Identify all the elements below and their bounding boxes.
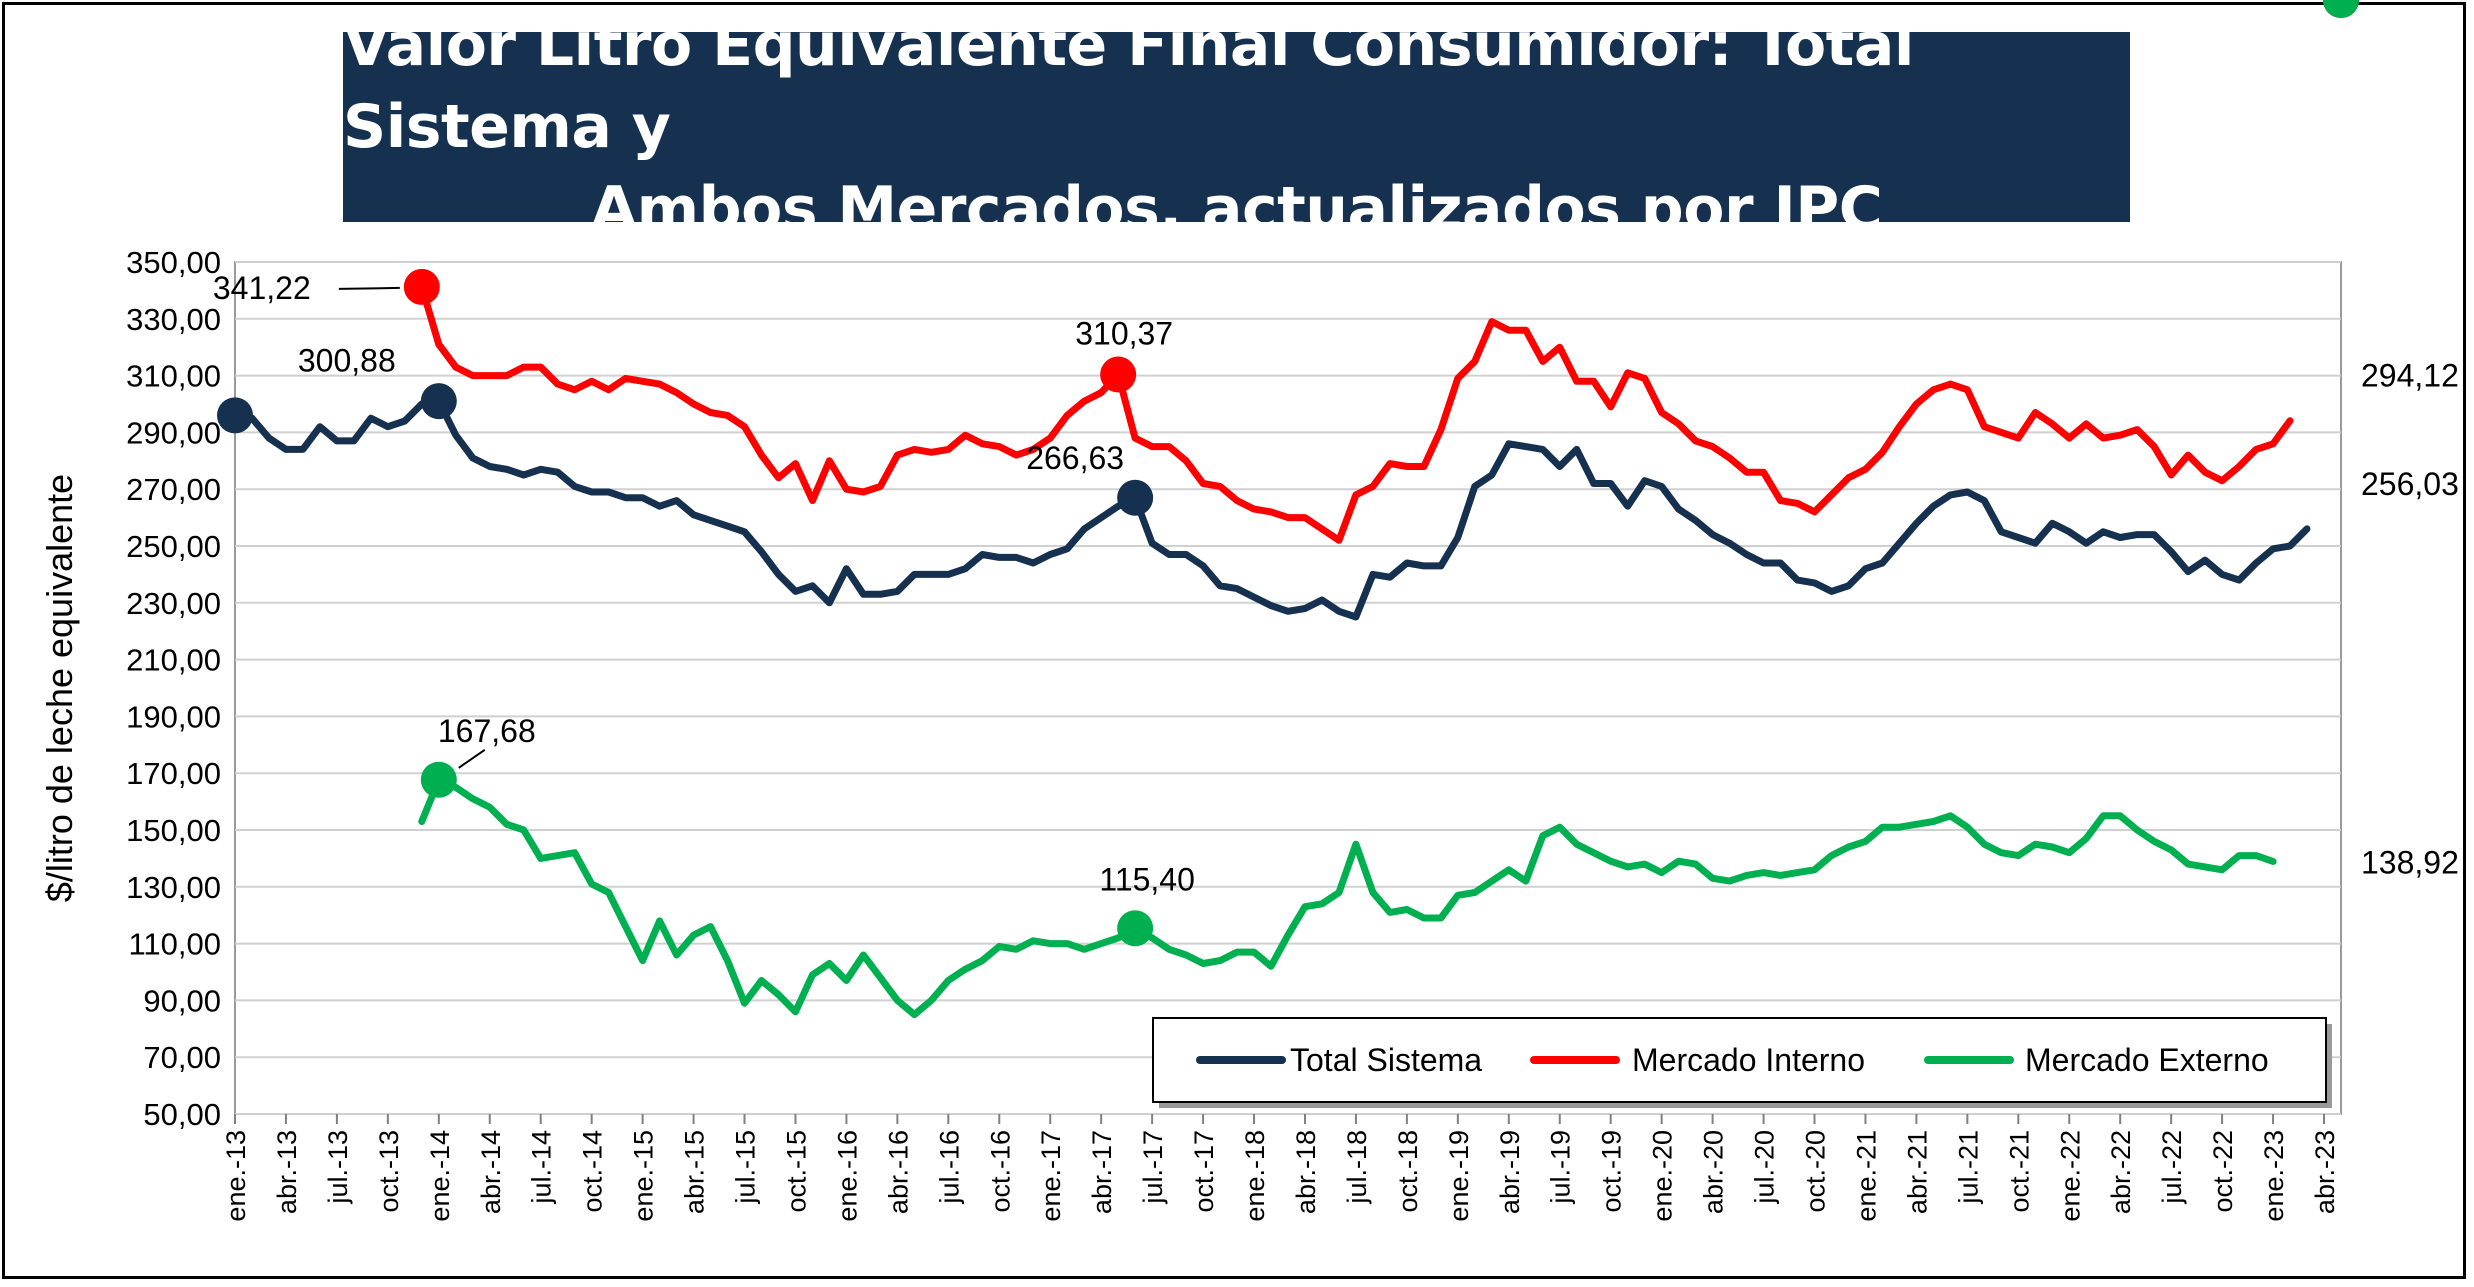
series-line — [418, 776, 2277, 1019]
x-tick-label: jul.-22 — [2157, 1130, 2187, 1205]
y-tick-label: 230,00 — [126, 586, 221, 621]
x-tick-label: oct.-20 — [1801, 1130, 1831, 1213]
x-tick-label: ene.-14 — [425, 1130, 455, 1222]
x-tick-label: jul.-14 — [527, 1130, 557, 1205]
x-tick-label: abr.-21 — [1902, 1130, 1932, 1214]
x-tick-label: oct.-17 — [1189, 1130, 1219, 1213]
x-axis: ene.-13 abr.-13 jul.-13 oct.-13 ene.-14 abr.-… — [221, 1114, 2340, 1222]
series-marker — [1117, 479, 1154, 516]
x-tick-label: jul.-13 — [323, 1130, 353, 1205]
x-tick-label: ene.-17 — [1036, 1130, 1066, 1222]
x-tick-label: ene.-18 — [1240, 1130, 1270, 1222]
x-tick-label: abr.-18 — [1291, 1130, 1321, 1214]
data-label: 115,40 — [1099, 861, 1195, 897]
x-tick-label: abr.-22 — [2106, 1130, 2136, 1214]
y-tick-label: 290,00 — [126, 415, 221, 450]
x-tick-label: abr.-13 — [272, 1130, 302, 1214]
y-axis: 50,00 70,00 90,00 110,00 130,00 150,00 170,00 1… — [39, 245, 221, 1132]
chart-title-box: Valor Litro Equivalente Final Consumidor… — [343, 10, 2130, 244]
y-axis-title: $/litro de leche equivalente — [39, 474, 80, 902]
y-tick-label: 190,00 — [126, 699, 221, 734]
x-tick-label: jul.-17 — [1138, 1130, 1168, 1205]
x-tick-label: ene.-23 — [2259, 1130, 2289, 1222]
y-tick-label: 70,00 — [143, 1040, 221, 1075]
x-tick-label: abr.-14 — [476, 1130, 506, 1214]
y-tick-label: 150,00 — [126, 813, 221, 848]
x-tick-label: jul.-21 — [1953, 1130, 1983, 1205]
x-tick-label: abr.-15 — [680, 1130, 710, 1214]
data-label: 294,12 — [2361, 358, 2459, 394]
data-label: 256,03 — [2361, 466, 2459, 502]
x-tick-label: ene.-16 — [832, 1130, 862, 1222]
legend-label: Mercado Interno — [1632, 1042, 1865, 1078]
y-tick-label: 210,00 — [126, 643, 221, 678]
chart-title-line-2: Ambos Mercados, actualizados por IPC — [590, 174, 1883, 244]
y-tick-label: 50,00 — [143, 1097, 221, 1132]
series-marker — [1117, 910, 1154, 947]
x-tick-label: ene.-20 — [1648, 1130, 1678, 1222]
x-tick-label: ene.-19 — [1444, 1130, 1474, 1222]
legend-label: Mercado Externo — [2025, 1042, 2269, 1078]
y-tick-label: 110,00 — [128, 927, 221, 962]
y-tick-label: 170,00 — [126, 756, 221, 791]
x-tick-label: oct.-18 — [1393, 1130, 1423, 1213]
series-line — [231, 397, 2311, 621]
series-markers — [217, 0, 2359, 947]
series-marker — [2323, 0, 2359, 18]
y-tick-label: 310,00 — [126, 359, 221, 394]
x-tick-label: jul.-16 — [934, 1130, 964, 1205]
x-tick-label: ene.-21 — [1851, 1130, 1881, 1222]
legend-label: Total Sistema — [1290, 1042, 1482, 1078]
x-tick-label: abr.-20 — [1699, 1130, 1729, 1214]
data-labels: 300,88 266,63 256,03 341,22 310,37 294,12 167,… — [213, 270, 2459, 897]
x-tick-label: oct.-22 — [2208, 1130, 2238, 1213]
y-tick-label: 270,00 — [126, 472, 221, 507]
x-tick-label: jul.-20 — [1750, 1130, 1780, 1205]
series-marker — [420, 383, 457, 420]
y-tick-label: 330,00 — [126, 302, 221, 337]
x-tick-label: oct.-14 — [578, 1130, 608, 1213]
x-tick-label: oct.-13 — [374, 1130, 404, 1213]
label-leader-line — [338, 286, 400, 290]
x-tick-label: ene.-13 — [221, 1130, 251, 1222]
data-label: 266,63 — [1026, 440, 1124, 476]
data-label: 310,37 — [1075, 316, 1173, 352]
data-label: 138,92 — [2361, 844, 2459, 880]
grid-lines — [234, 261, 2342, 1115]
x-tick-label: abr.-23 — [2310, 1130, 2340, 1214]
chart-title-line-1: Valor Litro Equivalente Final Consumidor… — [343, 10, 1914, 162]
series-marker — [217, 397, 253, 434]
plot-area — [234, 261, 2342, 1115]
series-marker — [1100, 356, 1137, 393]
series-lines — [231, 283, 2311, 1019]
y-tick-label: 130,00 — [126, 870, 221, 905]
x-tick-label: abr.-17 — [1087, 1130, 1117, 1214]
x-tick-label: jul.-15 — [731, 1130, 761, 1205]
x-tick-label: jul.-18 — [1342, 1130, 1372, 1205]
y-tick-label: 250,00 — [126, 529, 221, 564]
data-label: 167,68 — [438, 713, 536, 749]
series-marker — [403, 268, 440, 305]
x-tick-label: oct.-21 — [2004, 1130, 2034, 1213]
x-tick-label: oct.-19 — [1597, 1130, 1627, 1213]
legend: Total Sistema Mercado Interno Mercado Exte… — [1152, 1017, 2332, 1108]
x-tick-label: oct.-15 — [781, 1130, 811, 1213]
y-tick-label: 90,00 — [143, 983, 221, 1018]
label-leader-line — [458, 748, 486, 769]
x-tick-label: ene.-15 — [629, 1130, 659, 1222]
x-tick-label: abr.-16 — [883, 1130, 913, 1214]
x-tick-label: oct.-16 — [985, 1130, 1015, 1213]
x-tick-label: ene.-22 — [2055, 1130, 2085, 1222]
x-tick-label: jul.-19 — [1546, 1130, 1576, 1205]
series-marker — [420, 761, 457, 798]
x-tick-label: abr.-19 — [1495, 1130, 1525, 1214]
data-label: 341,22 — [213, 270, 311, 306]
data-label: 300,88 — [298, 343, 396, 379]
y-tick-label: 350,00 — [126, 245, 221, 280]
series-line — [418, 283, 2294, 544]
legend-box — [1152, 1017, 2327, 1103]
